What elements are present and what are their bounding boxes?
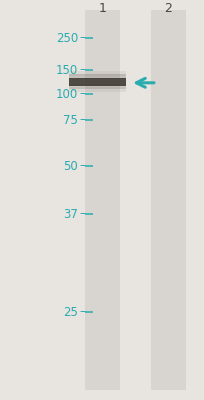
Text: 250: 250: [55, 32, 78, 44]
Text: –: –: [79, 208, 85, 220]
Text: 25: 25: [63, 306, 78, 318]
Text: –: –: [79, 306, 85, 318]
Text: 50: 50: [63, 160, 78, 172]
Text: 100: 100: [55, 88, 78, 100]
Text: –: –: [79, 160, 85, 172]
Text: 75: 75: [63, 114, 78, 126]
Bar: [68, 74, 125, 79]
Text: 37: 37: [63, 208, 78, 220]
Text: –: –: [79, 64, 85, 76]
Bar: [85, 10, 119, 390]
Text: 2: 2: [163, 2, 171, 14]
Bar: [68, 84, 125, 89]
Bar: [68, 71, 125, 76]
Bar: [68, 87, 125, 92]
Text: –: –: [79, 114, 85, 126]
Text: –: –: [79, 88, 85, 100]
Bar: [150, 10, 185, 390]
Text: 1: 1: [98, 2, 106, 14]
Bar: [68, 78, 125, 86]
Text: –: –: [79, 32, 85, 44]
Text: 150: 150: [55, 64, 78, 76]
